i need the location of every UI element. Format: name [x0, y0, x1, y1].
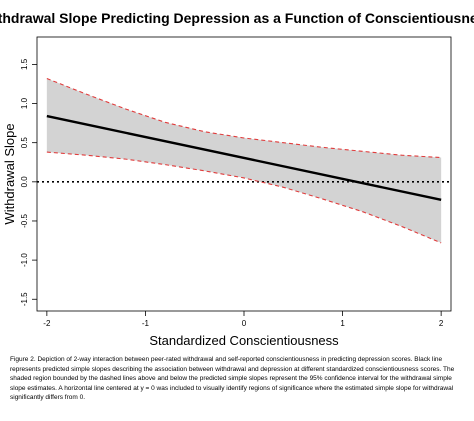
chart-title: Withdrawal Slope Predicting Depression a…	[0, 10, 474, 26]
confidence-band-area	[46, 78, 442, 243]
y-tick-label: -0.5	[20, 214, 29, 228]
y-axis: -1.5 -1.0 -0.5 0.0 0.5 1.0 1.5	[20, 58, 37, 306]
x-tick-label: 0	[242, 319, 247, 328]
y-tick-label: -1.0	[20, 253, 29, 267]
x-tick-label: 2	[439, 319, 444, 328]
figure-caption: Figure 2. Depiction of 2-way interaction…	[10, 356, 455, 402]
y-tick-label: -1.5	[20, 292, 29, 306]
lower-ci-line	[46, 151, 442, 244]
x-tick-label: 1	[340, 319, 345, 328]
predicted-slope-line	[46, 114, 442, 202]
x-axis: -2 -1 0 1 2	[43, 311, 444, 328]
y-tick-label: 0.5	[20, 137, 29, 149]
series-lines	[46, 77, 442, 244]
confidence-band	[46, 78, 442, 243]
y-tick-label: 1.5	[20, 58, 29, 70]
x-axis-title: Standardized Conscientiousness	[149, 333, 339, 348]
y-axis-title: Withdrawal Slope	[2, 123, 17, 224]
upper-ci-line	[46, 77, 442, 159]
y-tick-label: 0.0	[20, 176, 29, 188]
x-tick-label: -1	[142, 319, 150, 328]
chart: Withdrawal Slope Predicting Depression a…	[0, 10, 474, 348]
y-tick-label: 1.0	[20, 97, 29, 109]
x-tick-label: -2	[43, 319, 51, 328]
